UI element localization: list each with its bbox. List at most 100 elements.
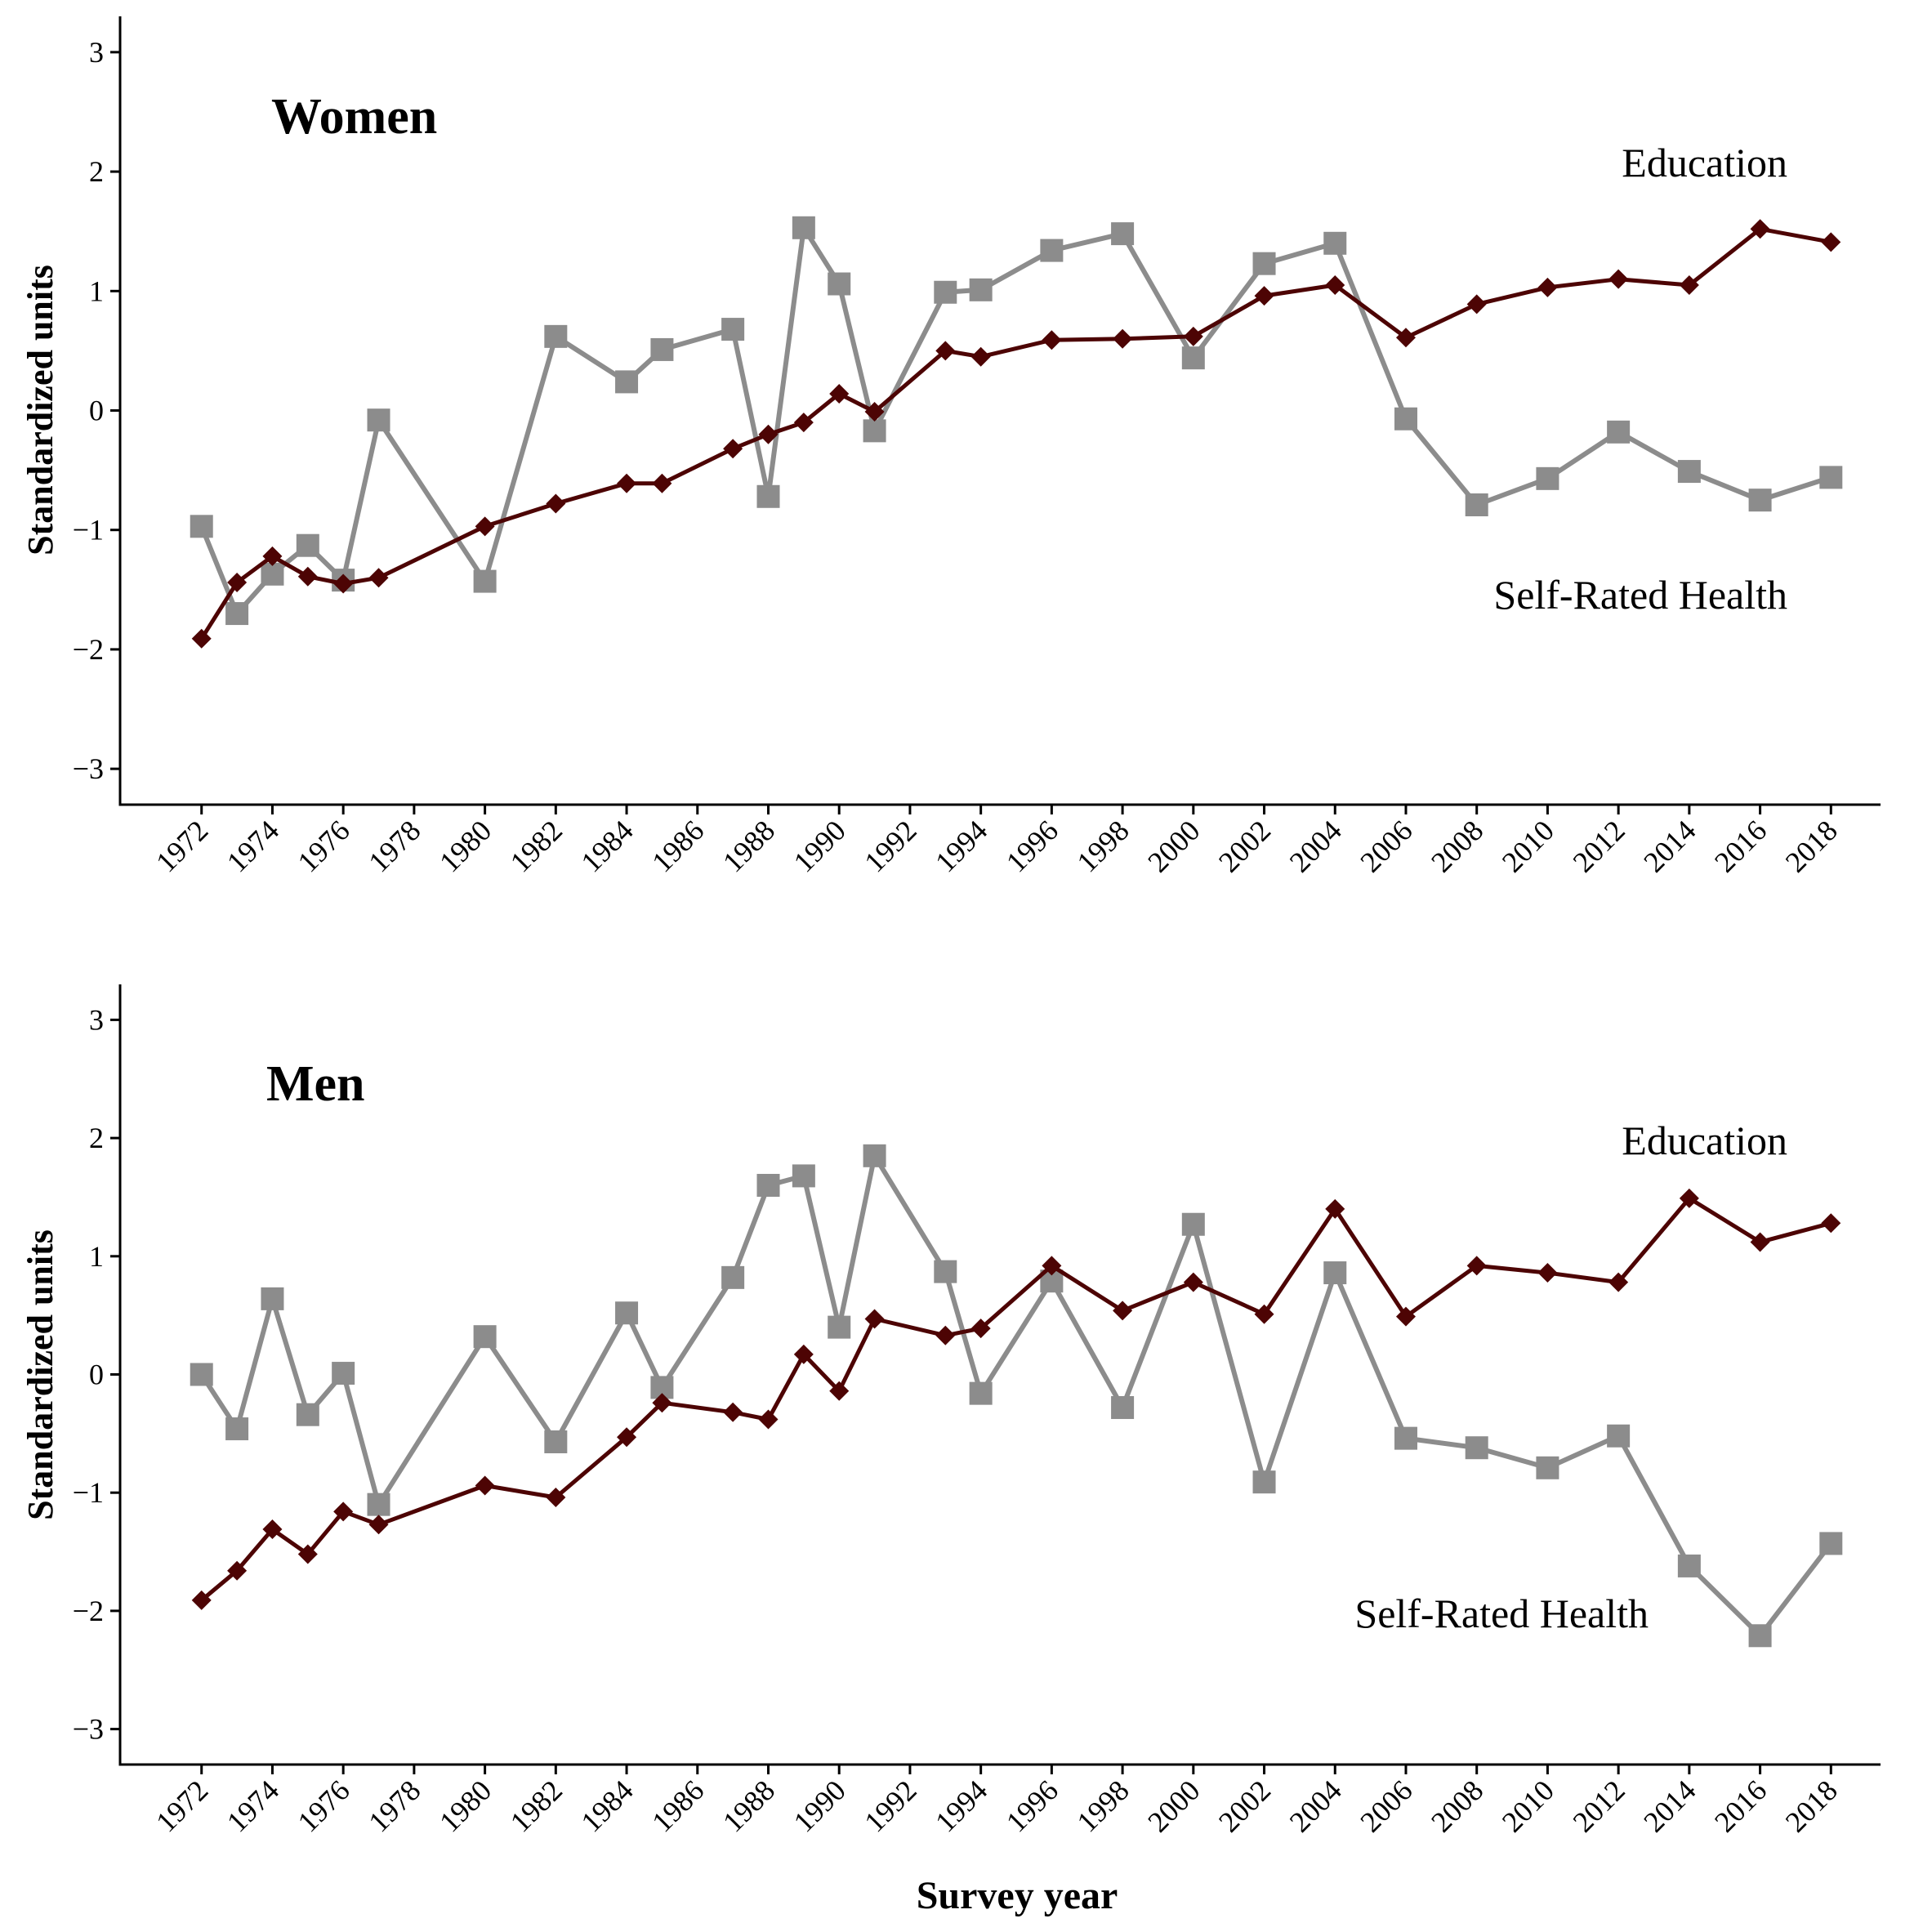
data-point (297, 566, 318, 587)
x-tick-label: 2002 (1212, 1774, 1277, 1838)
self-rated-health-annotation: Self-Rated Health (1493, 572, 1787, 618)
x-tick-label: 1990 (788, 814, 852, 878)
y-axis-title: Standardized units (20, 1229, 60, 1520)
data-point (1325, 274, 1345, 295)
data-point (863, 1144, 886, 1167)
self-rated-health-series (190, 216, 1843, 626)
panel-title: Women (271, 89, 437, 145)
data-point (190, 515, 213, 538)
x-tick-label: 1994 (929, 1774, 993, 1838)
y-tick-label: 1 (89, 274, 104, 307)
y-tick-label: −3 (73, 752, 104, 785)
x-tick-label: 2014 (1637, 1774, 1702, 1838)
y-tick-label: 3 (89, 36, 104, 69)
data-point (1323, 231, 1347, 255)
x-axis-title: Survey year (917, 1874, 1118, 1917)
x-tick-label: 2004 (1283, 814, 1348, 878)
x-tick-label: 2008 (1425, 814, 1489, 878)
men-panel: Men Education Self-Rated Health Standard… (20, 984, 1881, 1839)
y-tick-label: 1 (89, 1240, 104, 1273)
x-tick-label: 1982 (504, 1774, 569, 1838)
data-point (333, 1501, 354, 1522)
y-tick-label: −3 (73, 1713, 104, 1746)
data-point (934, 1260, 957, 1283)
data-point (935, 341, 956, 361)
y-tick-label: −2 (73, 633, 104, 666)
education-annotation: Education (1622, 140, 1787, 185)
x-tick-label: 2018 (1779, 1774, 1844, 1838)
data-point (650, 337, 674, 361)
data-point (191, 628, 212, 649)
data-point (792, 1164, 815, 1188)
data-point (1819, 1532, 1843, 1555)
data-point (1607, 420, 1631, 444)
data-point (970, 346, 991, 367)
data-point (1821, 232, 1841, 252)
x-tick-label: 2006 (1354, 1774, 1418, 1838)
data-point (970, 1318, 991, 1339)
x-tick-label: 2014 (1637, 814, 1702, 878)
data-point (1748, 489, 1772, 512)
data-point (1395, 1306, 1416, 1327)
data-point (864, 401, 885, 422)
x-tick-label: 1994 (929, 814, 993, 878)
data-point (1254, 1304, 1274, 1324)
y-tick-label: 0 (89, 395, 104, 427)
data-point (1181, 1212, 1205, 1236)
y-tick-label: 0 (89, 1359, 104, 1391)
x-tick-label: 1986 (645, 814, 710, 878)
y-tick-label: −1 (73, 1476, 104, 1509)
data-point (1113, 1301, 1133, 1321)
data-point (1254, 286, 1274, 306)
data-point (261, 562, 284, 586)
data-point (1537, 1263, 1558, 1283)
x-tick-label: 2016 (1708, 814, 1773, 878)
data-point (1395, 328, 1416, 348)
x-tick-label: 1992 (858, 814, 922, 878)
y-tick-label: −1 (73, 514, 104, 547)
data-point (1465, 493, 1488, 517)
data-point (225, 602, 249, 626)
data-point (1040, 239, 1064, 262)
x-tick-label: 1986 (645, 1774, 710, 1838)
data-point (261, 1287, 284, 1310)
data-point (1323, 1261, 1347, 1285)
y-axis-title: Standardized units (20, 265, 60, 556)
data-point (1821, 1213, 1841, 1234)
data-point (969, 278, 993, 301)
x-tick-label: 1996 (1000, 1774, 1064, 1838)
x-tick-label: 1972 (149, 1774, 214, 1838)
x-tick-label: 1998 (1071, 1774, 1136, 1838)
x-tick-label: 2010 (1496, 1774, 1560, 1838)
data-point (332, 1362, 355, 1385)
data-point (617, 473, 637, 493)
data-point (793, 413, 814, 433)
data-point (758, 424, 779, 444)
x-tick-label: 2008 (1425, 1774, 1489, 1838)
data-point (1679, 274, 1699, 295)
data-point (1536, 466, 1559, 490)
data-point (1750, 219, 1770, 239)
data-point (1111, 222, 1135, 246)
panel-title: Men (266, 1056, 365, 1112)
x-tick-label: 2004 (1283, 1774, 1348, 1838)
data-point (1466, 294, 1487, 315)
data-point (756, 484, 780, 508)
x-tick-label: 1974 (221, 814, 285, 878)
data-point (296, 533, 319, 557)
data-point (969, 1381, 993, 1405)
data-point (828, 272, 851, 296)
data-point (1607, 1424, 1631, 1448)
y-tick-label: −2 (73, 1595, 104, 1627)
data-point (756, 1173, 780, 1197)
data-point (1677, 460, 1701, 484)
data-point (864, 1309, 885, 1329)
data-point (828, 1315, 851, 1339)
x-tick-label: 1996 (1000, 814, 1064, 878)
data-point (934, 280, 957, 304)
data-point (368, 1515, 389, 1535)
data-point (721, 1265, 745, 1289)
data-point (723, 1402, 743, 1422)
education-annotation: Education (1622, 1118, 1787, 1163)
y-tick-label: 3 (89, 1003, 104, 1036)
